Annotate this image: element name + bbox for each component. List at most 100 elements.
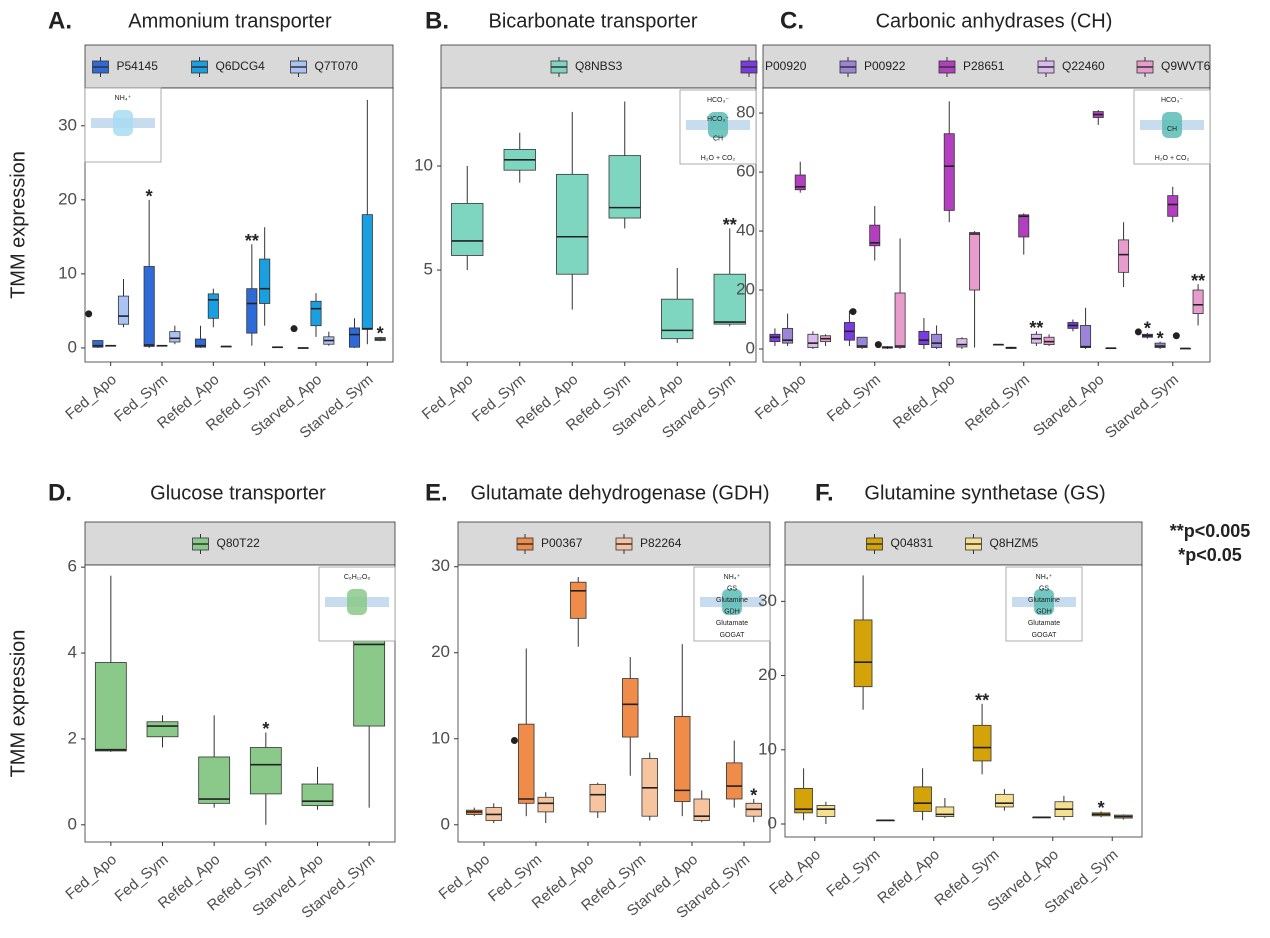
- significance-label: *: [1098, 798, 1105, 818]
- legend-strip: [458, 522, 770, 565]
- y-tick-label: 0: [68, 337, 77, 356]
- box: [557, 174, 589, 274]
- box: [144, 266, 154, 346]
- figure: **p<0.005 *p<0.05 A.Ammonium transporter…: [0, 0, 1270, 938]
- x-tick-label: Fed_Apo: [62, 851, 120, 903]
- y-tick-label: 30: [58, 115, 77, 134]
- box: [147, 722, 178, 737]
- y-tick-label: 10: [58, 263, 77, 282]
- significance-label: *: [1144, 319, 1151, 339]
- box: [674, 716, 690, 801]
- y-tick-label: 0: [68, 814, 77, 833]
- x-tick-label: Fed_Apo: [436, 851, 494, 903]
- box: [609, 156, 641, 218]
- box: [311, 301, 321, 325]
- box: [808, 334, 818, 347]
- legend-label: P00367: [541, 536, 583, 550]
- inset-label: Glutamine: [1028, 597, 1060, 604]
- panel-title: Glutamate dehydrogenase (GDH): [470, 482, 769, 504]
- y-tick-label: 80: [736, 103, 755, 122]
- x-tick-label: Refed_Apo: [890, 371, 958, 432]
- y-axis-label: TMM expression: [7, 630, 29, 778]
- legend-label: Q6DCG4: [216, 59, 266, 73]
- x-tick-label: Fed_Sym: [824, 371, 884, 425]
- box: [208, 294, 218, 318]
- y-tick-label: 6: [68, 557, 77, 576]
- y-tick-label: 20: [736, 280, 755, 299]
- box: [170, 332, 180, 342]
- panel-label: F.: [815, 479, 834, 506]
- inset-label: Glutamate: [716, 620, 748, 627]
- inset-channel: [113, 110, 133, 136]
- inset-label: C₆H₁₂O₆: [344, 574, 370, 581]
- box: [919, 331, 929, 344]
- box: [1193, 290, 1203, 314]
- x-tick-label: Fed_Apo: [62, 371, 120, 423]
- significance-label: **: [723, 215, 737, 235]
- outlier: [850, 308, 857, 315]
- legend-label: Q04831: [891, 536, 934, 550]
- x-tick-label: Starved_Apo: [1030, 371, 1107, 440]
- x-tick-label: Fed_Apo: [752, 371, 810, 423]
- panel-title: Glutamine synthetase (GS): [864, 482, 1105, 504]
- x-tick-label: Fed_Apo: [419, 371, 477, 423]
- significance-label: *: [146, 187, 153, 207]
- box: [957, 339, 967, 347]
- box: [1119, 240, 1129, 272]
- panel-label: A.: [48, 7, 72, 34]
- box: [914, 787, 932, 811]
- box: [260, 259, 270, 303]
- legend-label: P54145: [117, 59, 159, 73]
- legend-label: P00922: [864, 59, 906, 73]
- y-tick-label: 0: [746, 339, 755, 358]
- inset-label: H₂O + CO₂: [701, 155, 736, 162]
- y-tick-label: 0: [441, 814, 450, 833]
- box: [452, 203, 484, 255]
- significance-label: **: [975, 691, 989, 711]
- inset-label: NH₄⁺: [724, 574, 741, 581]
- box: [349, 328, 359, 347]
- panel-title: Carbonic anhydrases (CH): [876, 10, 1113, 32]
- inset-label: Glutamate: [1028, 620, 1060, 627]
- legend-label: Q8NBS3: [575, 59, 623, 73]
- panel-title: Ammonium transporter: [128, 10, 332, 32]
- y-axis-label: TMM expression: [7, 151, 29, 299]
- significance-label: **: [1029, 318, 1043, 338]
- box: [538, 797, 554, 812]
- outlier: [291, 325, 298, 332]
- inset-label: GOGAT: [1032, 632, 1057, 639]
- box: [944, 134, 954, 211]
- significance-label: **: [245, 231, 259, 251]
- box: [622, 679, 638, 737]
- box: [1168, 196, 1178, 217]
- box: [518, 724, 534, 803]
- panel-label: C.: [780, 7, 804, 34]
- inset-label: CH: [1167, 126, 1177, 133]
- panel-label: D.: [48, 479, 72, 506]
- outlier: [875, 341, 882, 348]
- box: [995, 794, 1013, 807]
- y-tick-label: 10: [431, 728, 450, 747]
- y-tick-label: 2: [68, 728, 77, 747]
- box: [854, 620, 872, 687]
- box: [1081, 325, 1091, 347]
- inset-label: NH₄⁺: [115, 95, 132, 102]
- x-tick-label: Fed_Sym: [823, 846, 883, 900]
- legend-label: Q9WVT6: [1161, 59, 1211, 73]
- inset-label: GDH: [1036, 609, 1052, 616]
- legend-label: Q22460: [1062, 59, 1105, 73]
- legend-label: P82264: [640, 536, 682, 550]
- outlier: [511, 737, 518, 744]
- inset-label: Glutamine: [716, 597, 748, 604]
- y-tick-label: 30: [431, 556, 450, 575]
- box: [302, 784, 333, 805]
- box: [362, 215, 372, 330]
- inset-channel: [347, 589, 367, 615]
- box: [973, 725, 991, 761]
- legend-strip: [785, 522, 1142, 565]
- y-tick-label: 20: [758, 665, 777, 684]
- y-tick-label: 0: [768, 813, 777, 832]
- y-tick-label: 10: [758, 739, 777, 758]
- box: [970, 233, 980, 291]
- box: [570, 582, 586, 618]
